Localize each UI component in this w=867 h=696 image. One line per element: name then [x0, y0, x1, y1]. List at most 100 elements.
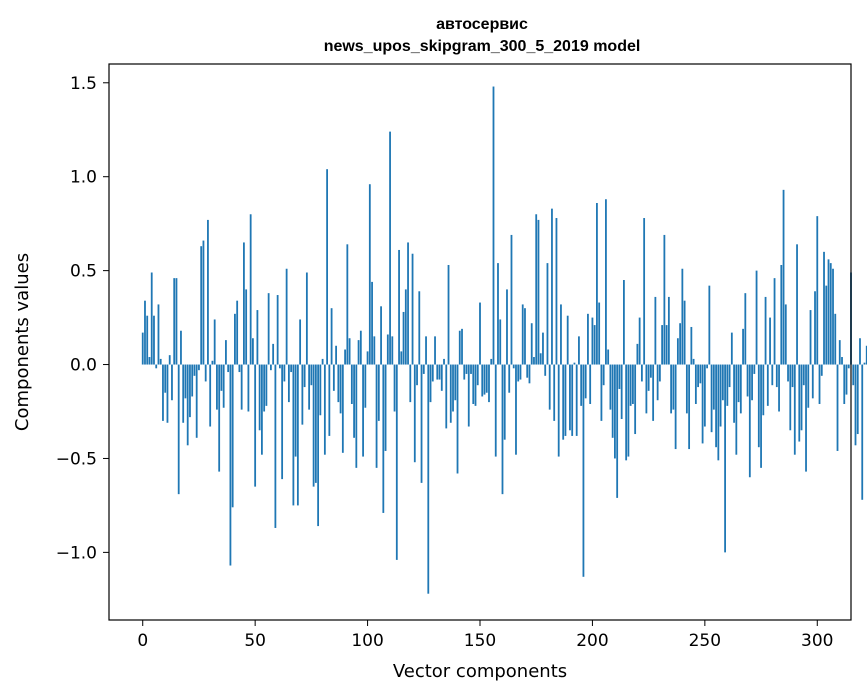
- bar-287: [787, 364, 789, 382]
- bar-242: [685, 364, 688, 414]
- bar-305: [827, 259, 830, 365]
- bar-199: [589, 364, 592, 404]
- bar-259: [724, 364, 726, 553]
- bar-309: [836, 364, 839, 451]
- bar-131: [436, 364, 439, 380]
- bar-266: [739, 364, 742, 414]
- bar-146: [470, 364, 472, 374]
- bar-126: [425, 336, 427, 365]
- bar-124: [420, 364, 423, 483]
- bar-232: [663, 234, 666, 365]
- bar-265: [737, 364, 740, 403]
- bar-58: [272, 343, 275, 365]
- x-tick-label-3: 150: [464, 631, 496, 651]
- bar-241: [683, 300, 686, 365]
- bar-96: [357, 340, 360, 365]
- bar-288: [789, 364, 792, 431]
- bar-254: [712, 364, 715, 410]
- bar-282: [775, 364, 778, 388]
- bar-76: [312, 364, 315, 487]
- bar-281: [773, 278, 776, 365]
- bar-102: [371, 281, 373, 365]
- bar-168: [519, 364, 522, 380]
- bar-46: [245, 289, 248, 365]
- bar-311: [841, 357, 843, 365]
- bar-111: [391, 336, 394, 365]
- bar-308: [834, 313, 837, 365]
- bar-317: [854, 364, 857, 446]
- x-tick-label-4: 200: [576, 631, 608, 651]
- bar-85: [332, 364, 335, 391]
- bar-248: [699, 364, 702, 384]
- bar-290: [793, 364, 796, 455]
- bar-249: [701, 364, 704, 444]
- bar-157: [494, 364, 497, 457]
- bar-135: [445, 364, 448, 429]
- bar-29: [207, 219, 209, 365]
- bar-183: [553, 364, 556, 421]
- bar-16: [177, 364, 180, 495]
- bar-53: [261, 364, 263, 455]
- bar-322: [865, 345, 867, 365]
- bar-100: [366, 351, 369, 365]
- bar-238: [676, 338, 679, 365]
- bar-181: [548, 364, 551, 410]
- bar-211: [616, 364, 619, 498]
- bar-65: [287, 364, 290, 403]
- bar-30: [209, 364, 212, 427]
- bar-33: [216, 364, 218, 410]
- y-tick-label-2: 0.0: [70, 356, 97, 376]
- bar-143: [463, 364, 466, 380]
- bar-119: [409, 364, 412, 403]
- bar-173: [530, 323, 533, 365]
- bar-257: [719, 364, 722, 427]
- bar-12: [168, 355, 171, 365]
- bar-14: [173, 278, 176, 365]
- bar-92: [348, 338, 351, 365]
- bar-274: [757, 364, 760, 448]
- bar-69: [296, 364, 299, 506]
- bar-203: [598, 302, 601, 365]
- bar-13: [171, 364, 173, 401]
- bar-106: [380, 306, 382, 365]
- bar-185: [557, 364, 560, 457]
- chart-subtitle: news_upos_skipgram_300_5_2019 model: [324, 38, 641, 55]
- bar-5: [153, 315, 155, 365]
- bar-276: [762, 364, 765, 416]
- bar-213: [620, 364, 623, 420]
- x-tick-label-6: 300: [801, 631, 833, 651]
- bar-73: [305, 272, 308, 365]
- bar-217: [629, 364, 632, 406]
- bar-196: [582, 364, 585, 577]
- bar-90: [344, 349, 346, 365]
- bar-269: [746, 364, 749, 397]
- bar-156: [492, 86, 495, 365]
- bar-235: [670, 364, 673, 414]
- y-tick-label-4: 1.0: [70, 168, 97, 188]
- bar-133: [440, 364, 443, 391]
- bar-113: [395, 364, 398, 560]
- bar-37: [225, 340, 227, 365]
- bar-278: [766, 364, 769, 406]
- bar-155: [490, 358, 493, 365]
- y-tick-label-3: 0.5: [70, 262, 97, 282]
- bar-316: [852, 364, 855, 386]
- bar-82: [326, 169, 328, 365]
- bar-39: [229, 364, 232, 566]
- bar-245: [692, 358, 695, 365]
- bar-214: [623, 280, 625, 365]
- bar-10: [164, 364, 167, 393]
- bar-171: [526, 364, 529, 378]
- bar-79: [319, 364, 322, 416]
- y-axis-ticks: −1.0 −0.5 0.0 0.5 1.0 1.5: [56, 74, 109, 563]
- bar-7: [157, 304, 160, 365]
- bar-26: [200, 246, 203, 365]
- bar-227: [652, 364, 655, 421]
- bar-304: [825, 285, 828, 365]
- bar-293: [800, 364, 803, 431]
- bar-292: [798, 364, 801, 442]
- bar-177: [539, 353, 542, 365]
- bars-group: [141, 86, 867, 594]
